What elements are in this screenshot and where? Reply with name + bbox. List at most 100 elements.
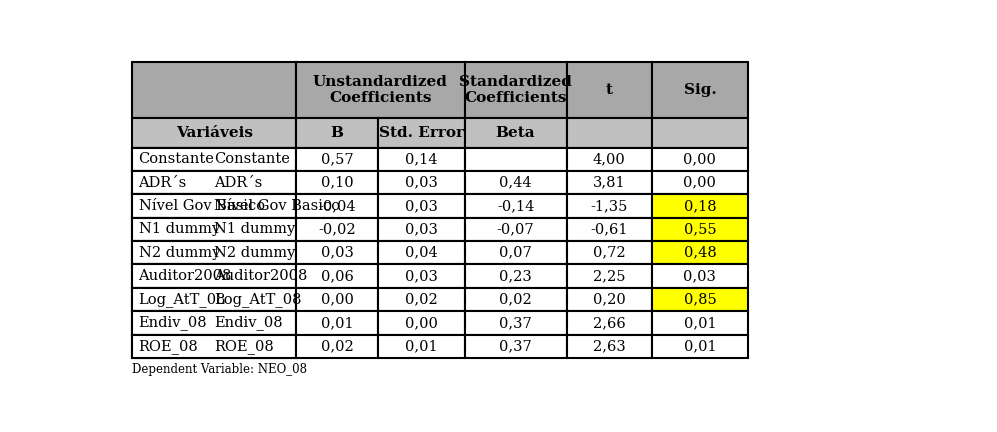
Bar xyxy=(378,218,465,241)
Text: N2 dummy: N2 dummy xyxy=(139,246,220,260)
Text: 0,44: 0,44 xyxy=(499,176,532,190)
Text: 4,00: 4,00 xyxy=(593,152,625,166)
Bar xyxy=(296,118,378,148)
Text: 0,18: 0,18 xyxy=(684,199,716,213)
Text: -0,02: -0,02 xyxy=(318,222,356,236)
Text: 0,03: 0,03 xyxy=(405,222,438,236)
Text: 0,37: 0,37 xyxy=(499,316,532,330)
Text: 0,01: 0,01 xyxy=(405,339,438,353)
Bar xyxy=(652,334,748,358)
Bar xyxy=(296,148,378,171)
Text: N1 dummy: N1 dummy xyxy=(139,222,219,236)
Bar xyxy=(465,334,566,358)
Text: 0,03: 0,03 xyxy=(321,246,354,260)
Text: 0,07: 0,07 xyxy=(499,246,532,260)
Text: N1 dummy: N1 dummy xyxy=(214,222,295,236)
Text: Standardized
Coefficients: Standardized Coefficients xyxy=(460,75,572,105)
Bar xyxy=(465,118,566,148)
Text: Std. Error: Std. Error xyxy=(379,126,464,140)
Bar xyxy=(133,171,296,194)
Text: 0,00: 0,00 xyxy=(321,292,354,306)
Text: 0,72: 0,72 xyxy=(593,246,625,260)
Bar xyxy=(652,62,748,118)
Text: 0,00: 0,00 xyxy=(684,152,716,166)
Bar xyxy=(296,334,378,358)
Bar xyxy=(378,311,465,334)
Bar xyxy=(566,334,652,358)
Bar xyxy=(652,241,748,264)
Bar xyxy=(133,171,296,194)
Text: Constante: Constante xyxy=(214,152,290,166)
Bar xyxy=(465,194,566,218)
Bar xyxy=(378,148,465,171)
Bar xyxy=(652,194,748,218)
Text: -0,61: -0,61 xyxy=(590,222,628,236)
Bar xyxy=(566,264,652,288)
Text: 0,10: 0,10 xyxy=(321,176,353,190)
Bar xyxy=(652,118,748,148)
Bar xyxy=(133,218,296,241)
Bar xyxy=(296,194,378,218)
Bar xyxy=(133,62,296,118)
Text: 2,25: 2,25 xyxy=(593,269,625,283)
Text: 0,23: 0,23 xyxy=(499,269,532,283)
Bar xyxy=(465,311,566,334)
Text: 0,48: 0,48 xyxy=(684,246,716,260)
Bar xyxy=(378,171,465,194)
Text: Variáveis: Variáveis xyxy=(175,126,253,140)
Text: Endiv_08: Endiv_08 xyxy=(139,315,207,330)
Bar xyxy=(296,264,378,288)
Bar xyxy=(133,288,296,311)
Bar xyxy=(296,171,378,194)
Bar xyxy=(133,264,296,288)
Text: 0,02: 0,02 xyxy=(405,292,438,306)
Bar xyxy=(566,62,652,118)
Bar xyxy=(296,288,378,311)
Text: Endiv_08: Endiv_08 xyxy=(214,315,283,330)
Text: Beta: Beta xyxy=(496,126,535,140)
Text: 0,14: 0,14 xyxy=(405,152,438,166)
Bar xyxy=(566,118,652,148)
Bar xyxy=(378,118,465,148)
Bar xyxy=(465,241,566,264)
Text: 0,04: 0,04 xyxy=(405,246,438,260)
Bar xyxy=(133,218,296,241)
Bar xyxy=(566,311,652,334)
Text: ROE_08: ROE_08 xyxy=(214,339,274,354)
Text: Constante: Constante xyxy=(139,152,214,166)
Bar xyxy=(465,288,566,311)
Bar xyxy=(566,148,652,171)
Bar xyxy=(378,241,465,264)
Text: 0,03: 0,03 xyxy=(405,199,438,213)
Bar xyxy=(652,171,748,194)
Text: 0,03: 0,03 xyxy=(405,269,438,283)
Bar xyxy=(566,171,652,194)
Bar xyxy=(652,288,748,311)
Bar xyxy=(652,264,748,288)
Bar xyxy=(378,288,465,311)
Text: 0,01: 0,01 xyxy=(321,316,353,330)
Bar xyxy=(133,194,296,218)
Text: -0,04: -0,04 xyxy=(318,199,356,213)
Bar xyxy=(378,334,465,358)
Bar xyxy=(296,311,378,334)
Bar xyxy=(133,241,296,264)
Text: Auditor2008: Auditor2008 xyxy=(214,269,308,283)
Bar xyxy=(296,62,465,118)
Text: 0,37: 0,37 xyxy=(499,339,532,353)
Text: Auditor2008: Auditor2008 xyxy=(139,269,232,283)
Bar xyxy=(133,311,296,334)
Bar xyxy=(296,241,378,264)
Text: ADR´s: ADR´s xyxy=(139,176,186,190)
Text: 0,55: 0,55 xyxy=(684,222,716,236)
Text: -1,35: -1,35 xyxy=(590,199,628,213)
Bar xyxy=(133,264,296,288)
Text: -0,07: -0,07 xyxy=(497,222,534,236)
Bar xyxy=(465,148,566,171)
Text: 0,00: 0,00 xyxy=(405,316,438,330)
Bar xyxy=(378,264,465,288)
Bar xyxy=(465,264,566,288)
Text: 0,02: 0,02 xyxy=(321,339,354,353)
Text: Unstandardized
Coefficients: Unstandardized Coefficients xyxy=(313,75,448,105)
Bar xyxy=(133,241,296,264)
